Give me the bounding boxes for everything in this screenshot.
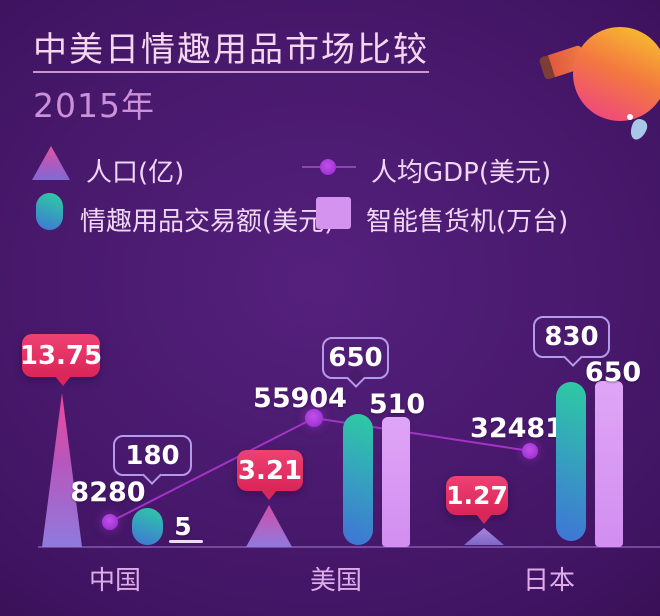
category-label-japan: 日本	[522, 566, 575, 596]
transactions-badge-japan: 830	[533, 316, 610, 358]
gdp-value-japan: 32481	[470, 413, 564, 444]
kite-dot-icon	[627, 114, 633, 120]
vending-bar-china	[169, 540, 203, 543]
vending-value-japan: 650	[584, 357, 642, 388]
legend-vending-label: 智能售货机(万台)	[366, 207, 569, 237]
vending-bar-usa	[382, 417, 410, 547]
legend-population-label: 人口(亿)	[86, 158, 185, 188]
population-badge-japan: 1.27	[446, 476, 508, 524]
vending-value-usa: 510	[368, 389, 426, 420]
transactions-bar-japan	[556, 382, 586, 541]
title-underline	[33, 71, 429, 73]
category-label-usa: 美国	[309, 566, 362, 596]
population-badge-usa: 3.21	[237, 450, 303, 500]
legend-transactions-label: 情趣用品交易额(美元)	[80, 207, 335, 237]
subtitle-year: 2015年	[33, 86, 155, 125]
balloon-icon	[573, 27, 660, 121]
gdp-dot-china	[102, 514, 118, 530]
transactions-bar-china	[132, 508, 163, 545]
x-axis-line	[38, 546, 660, 548]
gdp-value-usa: 55904	[253, 383, 347, 414]
legend-transactions-pill-icon	[36, 193, 63, 230]
legend-gdp-dot-icon	[320, 159, 336, 175]
legend-gdp-label: 人均GDP(美元)	[371, 158, 552, 188]
gdp-dot-japan	[522, 443, 538, 459]
page-title: 中美日情趣用品市场比较	[33, 30, 429, 70]
gdp-value-china: 8280	[70, 477, 146, 508]
category-label-china: 中国	[88, 566, 141, 596]
legend-vending-square-icon	[316, 197, 351, 229]
gdp-dot-usa	[305, 409, 323, 427]
transactions-bar-usa	[343, 414, 373, 545]
vending-bar-japan	[595, 381, 623, 547]
transactions-badge-china: 180	[113, 435, 192, 476]
transactions-badge-usa: 650	[322, 337, 389, 379]
population-badge-china: 13.75	[20, 334, 102, 386]
vending-value-china: 5	[174, 512, 192, 541]
